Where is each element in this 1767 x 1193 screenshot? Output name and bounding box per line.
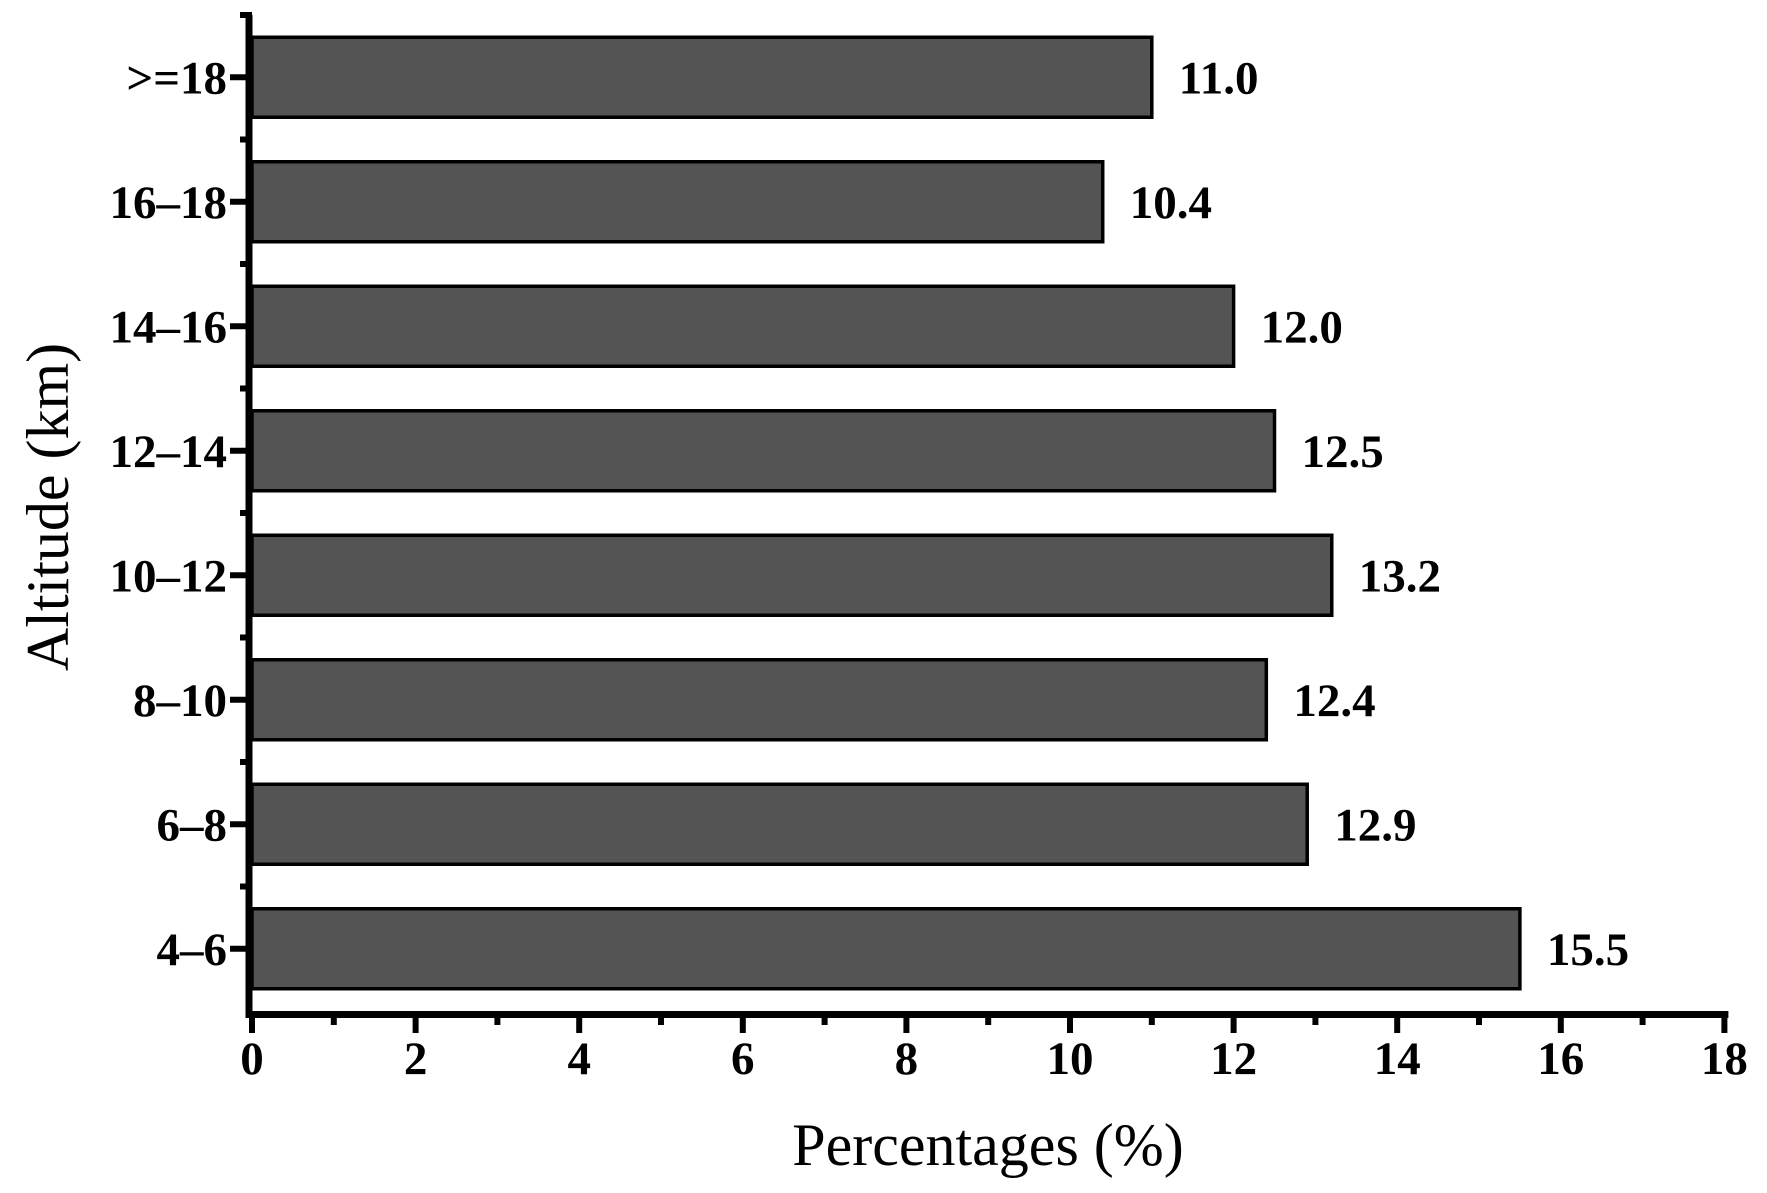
x-tick-label: 8 [895,1033,919,1085]
x-tick-label: 0 [240,1033,264,1085]
bar [250,533,1334,617]
bar-value-label: 13.2 [1359,550,1441,602]
y-axis-title: Altitude (km) [15,343,81,671]
x-axis-title: Percentages (%) [792,1112,1183,1178]
x-tick-label: 14 [1374,1033,1421,1085]
bar [250,35,1154,119]
bar-value-label: 11.0 [1179,52,1259,104]
bar-value-label: 12.4 [1293,675,1375,727]
y-tick-label: 12–14 [110,426,228,478]
bar [250,409,1277,493]
bar-value-label: 15.5 [1547,924,1629,976]
axes-layer [230,12,1729,1033]
x-tick-label: 12 [1210,1033,1257,1085]
bars-layer [250,35,1522,991]
y-tick-label: 14–16 [110,301,228,353]
x-tick-label: 6 [731,1033,755,1085]
x-tick-label: 2 [404,1033,428,1085]
bar-value-label: 12.0 [1261,301,1343,353]
y-tick-label: 4–6 [157,924,228,976]
y-tick-label: 10–12 [110,550,228,602]
bar [250,284,1236,368]
bar [250,907,1522,991]
x-tick-label: 10 [1047,1033,1094,1085]
y-tick-label: 6–8 [157,799,228,851]
bar [250,160,1105,244]
x-tick-label: 16 [1537,1033,1584,1085]
bar-value-label: 10.4 [1130,177,1212,229]
bar [250,658,1269,742]
labels-layer: >=18 11.0 16–18 10.4 14–16 12.0 12–14 12.5 10–12… [110,52,1748,1085]
x-tick-label: 4 [567,1033,591,1085]
bar-value-label: 12.5 [1302,426,1384,478]
y-tick-label: >=18 [126,52,227,104]
x-tick-label: 18 [1701,1033,1748,1085]
bar [250,782,1309,866]
y-tick-label: 16–18 [110,177,228,229]
y-tick-label: 8–10 [133,675,227,727]
bar-value-label: 12.9 [1334,799,1416,851]
